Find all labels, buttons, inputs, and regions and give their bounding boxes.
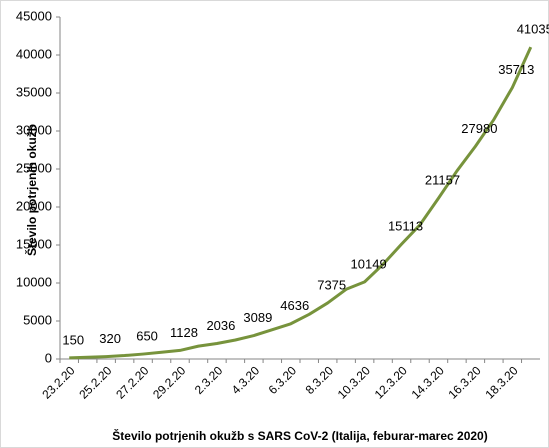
data-label: 27980: [461, 121, 497, 136]
data-label: 320: [99, 331, 121, 346]
data-label: 3089: [243, 310, 272, 325]
data-label: 2036: [206, 318, 235, 333]
data-line: [69, 46, 533, 360]
data-label: 10149: [351, 256, 387, 271]
data-label: 650: [136, 328, 158, 343]
y-tick-label: 0: [45, 350, 52, 365]
data-label: 1128: [170, 325, 198, 340]
data-label: 150: [62, 332, 84, 347]
x-axis-title: Število potrjenih okužb s SARS CoV-2 (It…: [112, 428, 487, 443]
y-tick-label: 10000: [16, 274, 52, 289]
y-tick-label: 30000: [16, 122, 52, 137]
y-tick-label: 5000: [23, 312, 52, 327]
data-label: 4636: [280, 298, 309, 313]
y-tick-label: 40000: [16, 46, 52, 61]
y-tick-label: 25000: [16, 160, 52, 175]
y-tick-label: 35000: [16, 84, 52, 99]
data-label: 15113: [388, 219, 423, 234]
data-label: 7375: [317, 277, 346, 292]
data-label: 21157: [425, 173, 460, 188]
y-tick-label: 45000: [16, 8, 52, 23]
y-axis-title: Število potrjenih okužb: [24, 124, 39, 256]
data-label: 41035: [517, 22, 549, 37]
y-tick-label: 20000: [16, 198, 52, 213]
y-tick-label: 15000: [16, 236, 52, 251]
data-label: 35713: [498, 62, 534, 77]
